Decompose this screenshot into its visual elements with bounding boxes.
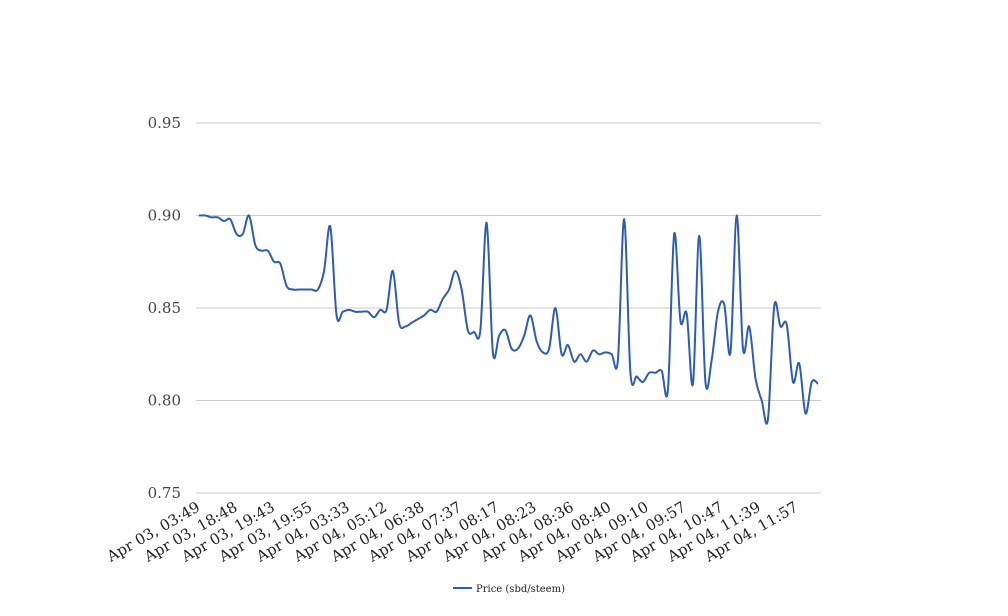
price-series-line: [198, 214, 819, 425]
y-axis-ticks: 0.75 0.80 0.85 0.90 0.95: [148, 114, 181, 502]
y-tick-label: 0.80: [148, 392, 181, 410]
series-layer: [198, 214, 819, 425]
gridlines: [196, 122, 821, 494]
legend-label: Price (sbd/steem): [476, 584, 565, 595]
y-tick-label: 0.90: [148, 207, 181, 225]
y-tick-label: 0.95: [148, 114, 181, 132]
legend[interactable]: Price (sbd/steem): [453, 584, 565, 595]
y-tick-label: 0.75: [148, 484, 181, 502]
y-tick-label: 0.85: [148, 299, 181, 317]
